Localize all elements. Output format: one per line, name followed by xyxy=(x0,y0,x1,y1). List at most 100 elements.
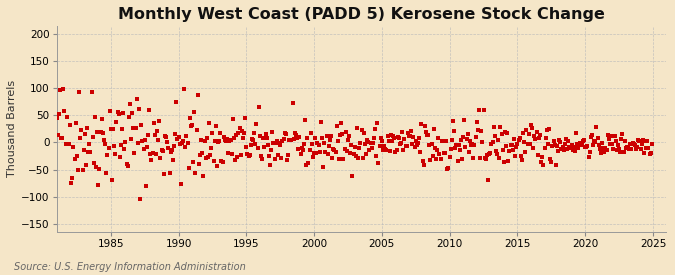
Point xyxy=(174,142,185,146)
Point xyxy=(92,130,103,134)
Point xyxy=(387,134,398,138)
Point xyxy=(313,142,324,147)
Point xyxy=(429,145,440,150)
Title: Monthly West Coast (PADD 5) Kerosene Stock Change: Monthly West Coast (PADD 5) Kerosene Sto… xyxy=(118,7,605,22)
Point xyxy=(199,139,210,143)
Point xyxy=(312,141,323,145)
Point xyxy=(292,136,302,140)
Point xyxy=(475,155,485,160)
Point xyxy=(331,124,342,128)
Point xyxy=(51,116,62,120)
Point xyxy=(97,131,108,135)
Point xyxy=(135,197,146,201)
Point xyxy=(533,136,544,141)
Point xyxy=(105,126,116,131)
Point xyxy=(112,110,123,114)
Point xyxy=(523,131,534,136)
Point xyxy=(101,171,111,175)
Point xyxy=(178,139,188,143)
Point xyxy=(270,141,281,145)
Point xyxy=(249,131,260,135)
Point xyxy=(285,138,296,142)
Point xyxy=(100,142,111,147)
Point xyxy=(637,138,648,142)
Point xyxy=(87,135,98,139)
Point xyxy=(576,143,587,147)
Point xyxy=(277,139,288,144)
Point xyxy=(223,151,234,155)
Point xyxy=(159,172,169,176)
Point xyxy=(367,141,378,145)
Point xyxy=(522,142,533,146)
Point xyxy=(335,133,346,138)
Point xyxy=(251,122,262,127)
Point xyxy=(524,142,535,147)
Point xyxy=(539,145,550,150)
Point xyxy=(486,141,497,146)
Point xyxy=(399,136,410,141)
Point xyxy=(254,133,265,138)
Point xyxy=(601,148,612,152)
Point xyxy=(248,138,259,142)
Point xyxy=(622,144,632,149)
Point xyxy=(468,155,479,160)
Point xyxy=(132,97,142,102)
Point xyxy=(348,152,359,156)
Point xyxy=(207,131,218,135)
Point xyxy=(111,120,122,124)
Point xyxy=(498,160,509,164)
Point xyxy=(464,139,475,144)
Point xyxy=(575,142,586,147)
Point xyxy=(488,125,499,129)
Point xyxy=(605,134,616,138)
Point xyxy=(280,131,291,136)
Point xyxy=(591,125,602,130)
Point xyxy=(259,145,270,149)
Point xyxy=(360,142,371,146)
Point xyxy=(84,142,95,146)
Y-axis label: Thousand Barrels: Thousand Barrels xyxy=(7,80,17,177)
Point xyxy=(97,117,107,121)
Point xyxy=(558,148,569,152)
Point xyxy=(588,143,599,148)
Point xyxy=(639,151,649,155)
Point xyxy=(467,141,478,146)
Point xyxy=(301,163,312,167)
Point xyxy=(516,158,527,162)
Point xyxy=(551,144,562,148)
Point xyxy=(65,123,76,127)
Point xyxy=(151,152,161,156)
Point xyxy=(340,130,351,134)
Point xyxy=(474,108,485,112)
Point xyxy=(456,138,466,142)
Point xyxy=(630,143,641,148)
Point xyxy=(132,141,143,145)
Point xyxy=(117,127,128,131)
Point xyxy=(60,142,71,147)
Point xyxy=(590,140,601,145)
Point xyxy=(548,139,559,144)
Point xyxy=(364,148,375,152)
Point xyxy=(345,151,356,155)
Point xyxy=(443,166,454,170)
Point xyxy=(414,136,425,141)
Point xyxy=(53,112,64,116)
Point xyxy=(476,129,487,133)
Point xyxy=(246,143,256,147)
Point xyxy=(94,167,105,172)
Point xyxy=(88,161,99,165)
Point xyxy=(61,115,72,119)
Point xyxy=(58,87,69,91)
Point xyxy=(308,151,319,155)
Point xyxy=(365,141,376,145)
Point xyxy=(458,134,468,139)
Point xyxy=(215,131,225,136)
Point xyxy=(145,152,156,156)
Point xyxy=(358,131,369,135)
Point xyxy=(581,145,592,149)
Point xyxy=(360,152,371,156)
Point xyxy=(55,88,65,92)
Point xyxy=(308,155,319,159)
Point xyxy=(221,138,232,143)
Point xyxy=(605,142,616,146)
